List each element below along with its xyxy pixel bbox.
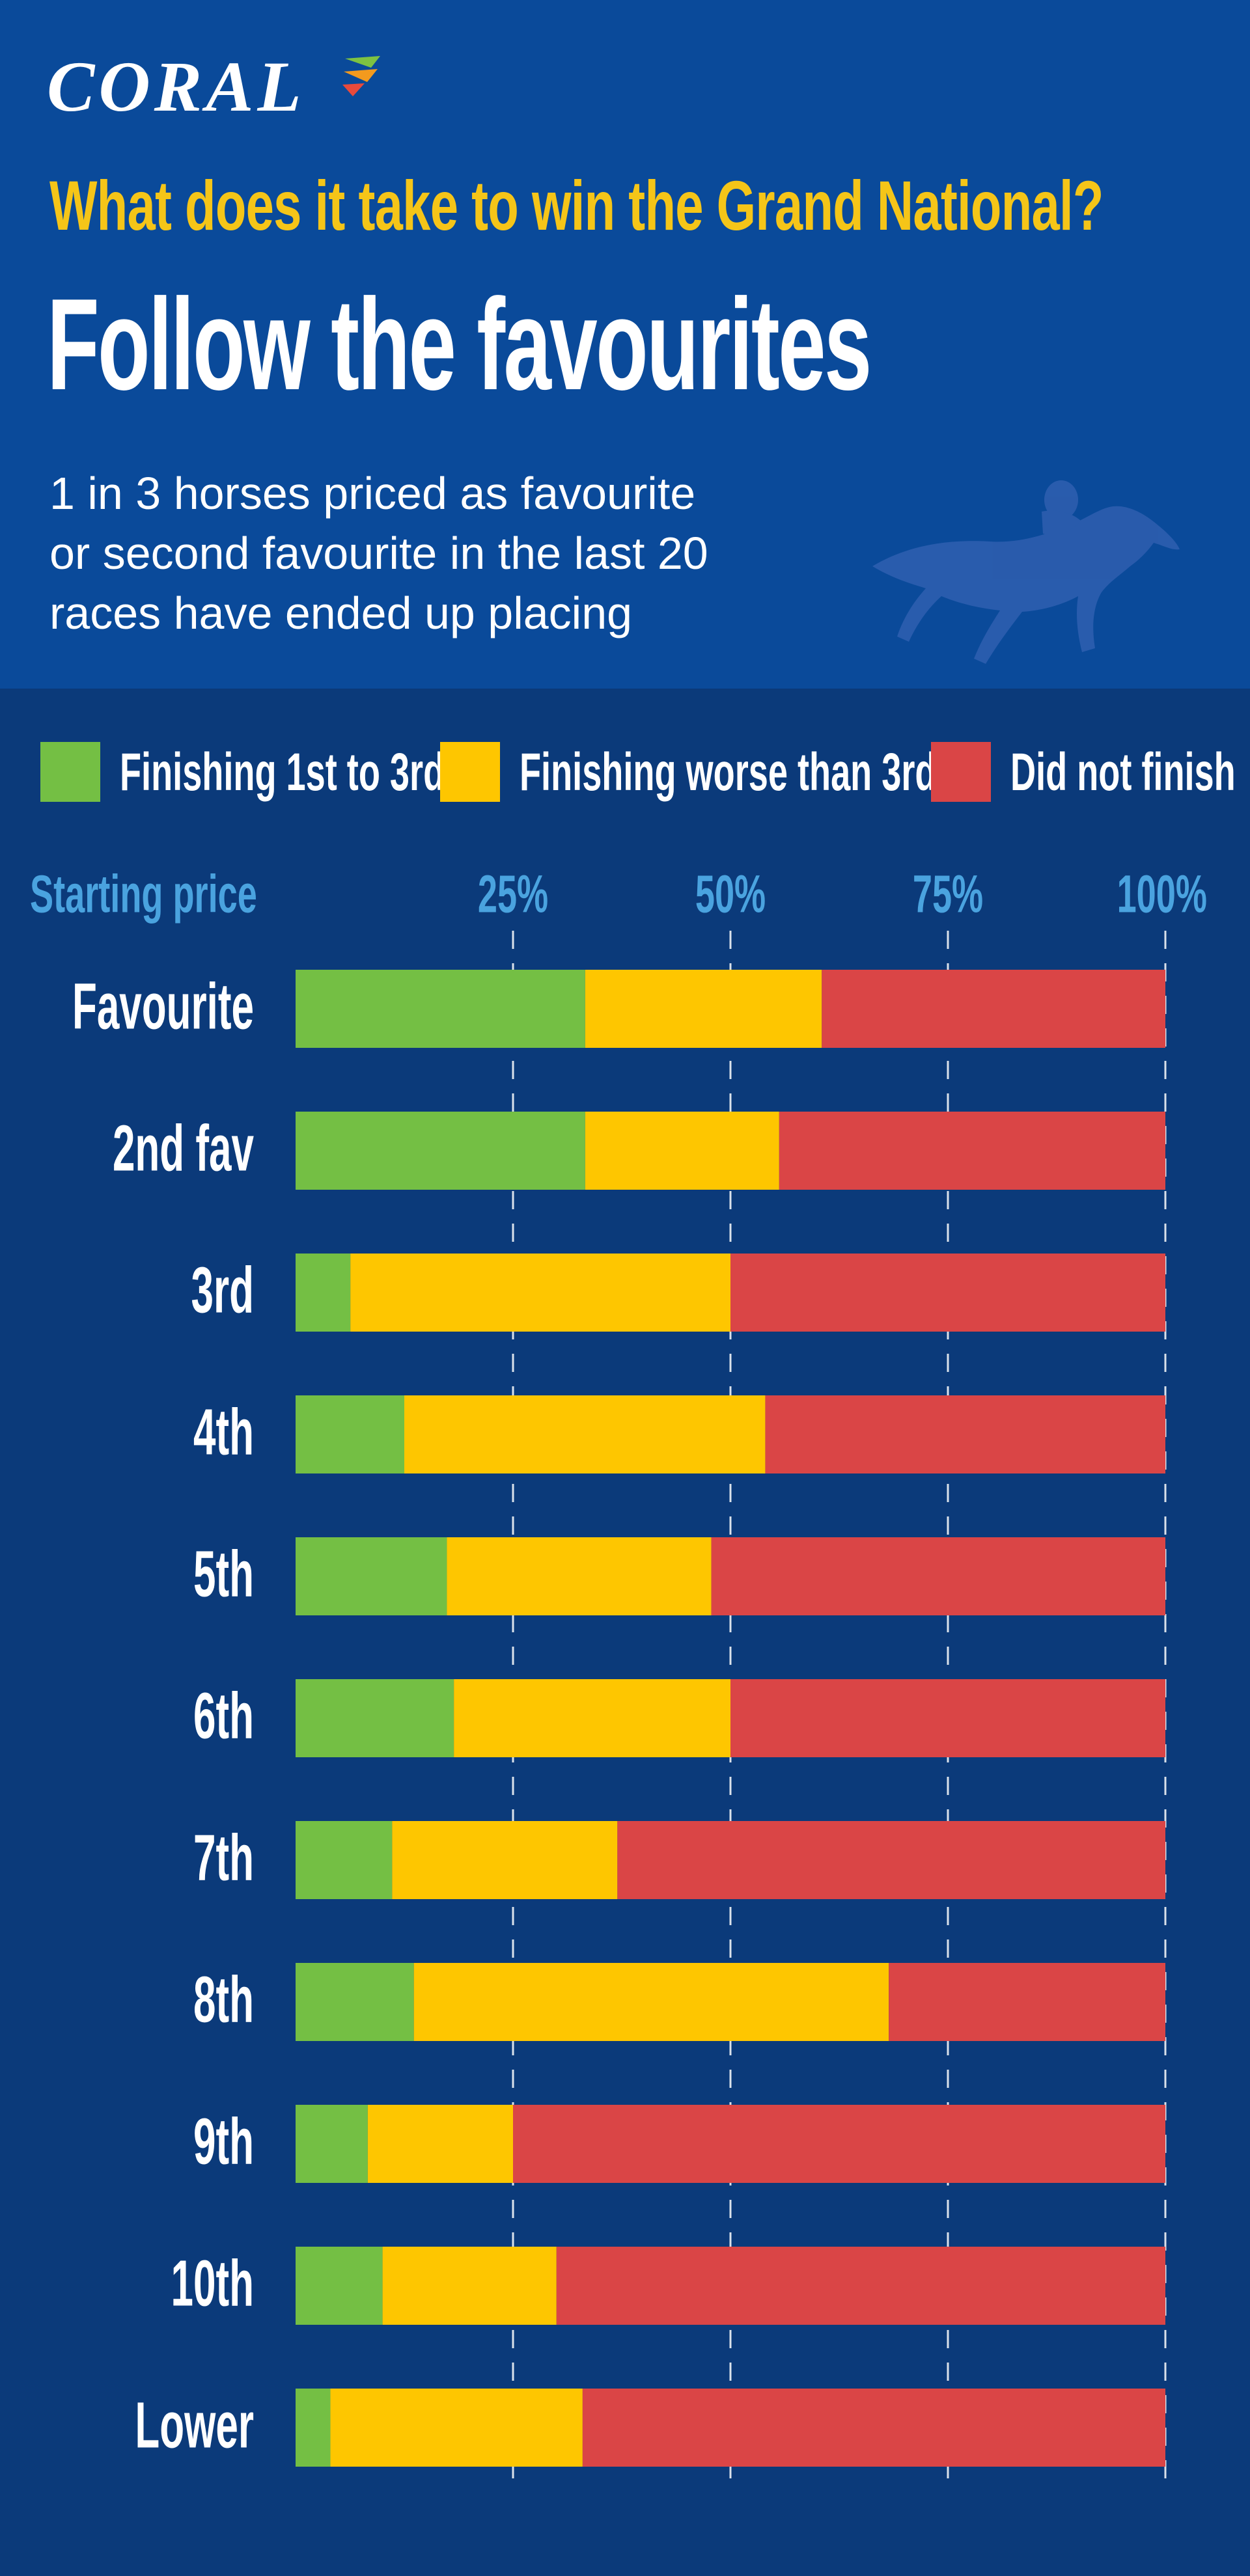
bar-favourite-series-1 [585, 970, 822, 1048]
category-label-10th: 10th [171, 2247, 254, 2320]
kicker-question: What does it take to win the Grand Natio… [49, 166, 1104, 245]
bar-6th-series-0 [296, 1679, 454, 1757]
y-axis-title-wrap: Starting price [30, 864, 257, 924]
legend-swatch-green [40, 742, 100, 802]
category-label-9th-wrap: 9th [193, 2105, 254, 2178]
category-label-favourite-wrap: Favourite [72, 970, 254, 1043]
bar-9th-series-1 [367, 2105, 513, 2183]
bar-4th-series-1 [404, 1395, 766, 1473]
x-tick-label-25: 25% [478, 864, 548, 924]
bar-4th-series-2 [765, 1395, 1165, 1473]
category-label-favourite: Favourite [72, 970, 254, 1043]
category-label-lower: Lower [135, 2389, 254, 2461]
bar-7th-series-0 [296, 1821, 393, 1899]
bar-3rd-series-2 [730, 1254, 1165, 1332]
bar-2nd-fav-series-0 [296, 1112, 585, 1190]
racehorse-silhouette-icon [872, 480, 1180, 664]
bar-10th-series-0 [296, 2247, 383, 2325]
category-label-6th: 6th [193, 1679, 254, 1752]
bar-favourite-series-2 [822, 970, 1165, 1048]
bar-3rd-series-0 [296, 1254, 351, 1332]
bar-lower-series-0 [296, 2389, 331, 2467]
bar-5th-series-0 [296, 1537, 447, 1615]
x-tick-label-75: 75% [913, 864, 983, 924]
bar-4th-series-0 [296, 1395, 404, 1473]
x-tick-label-75-wrap: 75% [913, 864, 983, 924]
coral-logo: CORAL [47, 47, 305, 126]
category-label-3rd-wrap: 3rd [191, 1254, 254, 1326]
legend-label-dnf: Did not finish [1010, 743, 1236, 802]
x-tick-label-50-wrap: 50% [695, 864, 766, 924]
bar-7th-series-1 [392, 1821, 618, 1899]
category-label-6th-wrap: 6th [193, 1679, 254, 1752]
bar-6th-series-2 [730, 1679, 1165, 1757]
category-label-2nd-fav: 2nd fav [113, 1112, 254, 1185]
legend-label-unplaced: Finishing worse than 3rd [520, 743, 937, 802]
header-banner: CORAL What does it take to win the Grand… [0, 0, 1250, 689]
intro-text: 1 in 3 horses priced as favourite or sec… [49, 468, 708, 638]
chart-legend: Finishing 1st to 3rd Finishing worse tha… [0, 729, 1250, 807]
bar-9th-series-2 [513, 2105, 1165, 2183]
category-label-8th: 8th [193, 1963, 254, 2036]
bar-lower-series-2 [582, 2389, 1165, 2467]
bar-5th-series-1 [447, 1537, 712, 1615]
bar-9th-series-0 [296, 2105, 368, 2183]
bar-2nd-fav-series-1 [585, 1112, 779, 1190]
category-label-3rd: 3rd [191, 1254, 254, 1326]
bar-8th-series-2 [889, 1963, 1165, 2041]
category-label-5th-wrap: 5th [193, 1537, 254, 1610]
category-label-10th-wrap: 10th [171, 2247, 254, 2320]
x-tick-label-100: 100% [1117, 864, 1207, 924]
bar-8th-series-0 [296, 1963, 414, 2041]
coral-flag-icon [342, 56, 380, 96]
bar-lower-series-1 [330, 2389, 583, 2467]
bar-7th-series-2 [617, 1821, 1165, 1899]
category-label-7th: 7th [193, 1821, 254, 1894]
category-label-9th: 9th [193, 2105, 254, 2178]
bar-3rd-series-1 [350, 1254, 730, 1332]
legend-swatch-red [931, 742, 991, 802]
stacked-bar-chart: Starting price 25% 50% 75% 100% Favourite 2nd … [30, 864, 1207, 2480]
legend-swatch-yellow [440, 742, 500, 802]
x-tick-label-25-wrap: 25% [478, 864, 548, 924]
x-tick-label-50: 50% [695, 864, 766, 924]
category-label-4th-wrap: 4th [193, 1395, 254, 1468]
bar-favourite-series-0 [296, 970, 585, 1048]
legend-label-placed: Finishing 1st to 3rd [120, 743, 445, 802]
bar-2nd-fav-series-2 [779, 1112, 1165, 1190]
category-label-lower-wrap: Lower [135, 2389, 254, 2461]
category-label-7th-wrap: 7th [193, 1821, 254, 1894]
bar-10th-series-1 [382, 2247, 557, 2325]
y-axis-title: Starting price [30, 864, 257, 924]
page-title: Follow the favourites [47, 272, 872, 417]
bar-6th-series-1 [454, 1679, 730, 1757]
bar-5th-series-2 [711, 1537, 1165, 1615]
axis-labels: Starting price 25% 50% 75% 100% Favourite 2nd … [30, 864, 1207, 2461]
category-label-8th-wrap: 8th [193, 1963, 254, 2036]
bar-10th-series-2 [556, 2247, 1165, 2325]
category-label-4th: 4th [193, 1395, 254, 1468]
category-label-5th: 5th [193, 1537, 254, 1610]
category-label-2nd-fav-wrap: 2nd fav [113, 1112, 254, 1185]
bar-8th-series-1 [413, 1963, 889, 2041]
x-tick-label-100-wrap: 100% [1117, 864, 1207, 924]
bar-group [296, 970, 1165, 2467]
